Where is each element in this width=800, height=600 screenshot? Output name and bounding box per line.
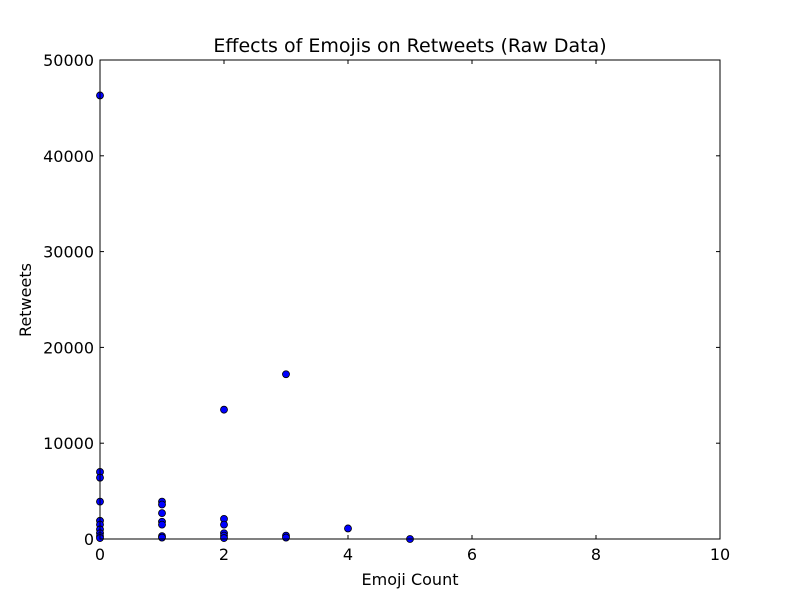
axis-ticks: 0 2 4 6 8 10 0 10000 20000 30000 40000 50000: [43, 51, 730, 564]
data-point: [158, 500, 166, 509]
x-tick-label: 6: [467, 545, 477, 564]
data-point: [220, 405, 228, 414]
y-axis-label: Retweets: [16, 263, 35, 337]
data-point: [158, 533, 166, 542]
x-tick-label: 10: [710, 545, 730, 564]
x-tick-label: 4: [343, 545, 353, 564]
x-tick-label: 8: [591, 545, 601, 564]
y-tick-label: 50000: [43, 51, 94, 70]
data-point: [158, 520, 166, 529]
data-point: [158, 509, 166, 518]
y-tick-label: 10000: [43, 434, 94, 453]
y-tick-label: 20000: [43, 338, 94, 357]
x-tick-label: 2: [219, 545, 229, 564]
data-point: [344, 524, 352, 533]
plot-frame: [99, 59, 721, 540]
y-tick-label: 30000: [43, 243, 94, 262]
y-tick-label: 0: [84, 530, 94, 549]
y-tick-label: 40000: [43, 147, 94, 166]
x-axis-label: Emoji Count: [362, 570, 459, 589]
data-point: [220, 534, 228, 542]
data-point: [220, 520, 228, 529]
data-point: [282, 533, 290, 542]
chart-title: Effects of Emojis on Retweets (Raw Data): [213, 35, 606, 57]
data-point: [282, 370, 290, 379]
x-tick-label: 0: [95, 545, 105, 564]
